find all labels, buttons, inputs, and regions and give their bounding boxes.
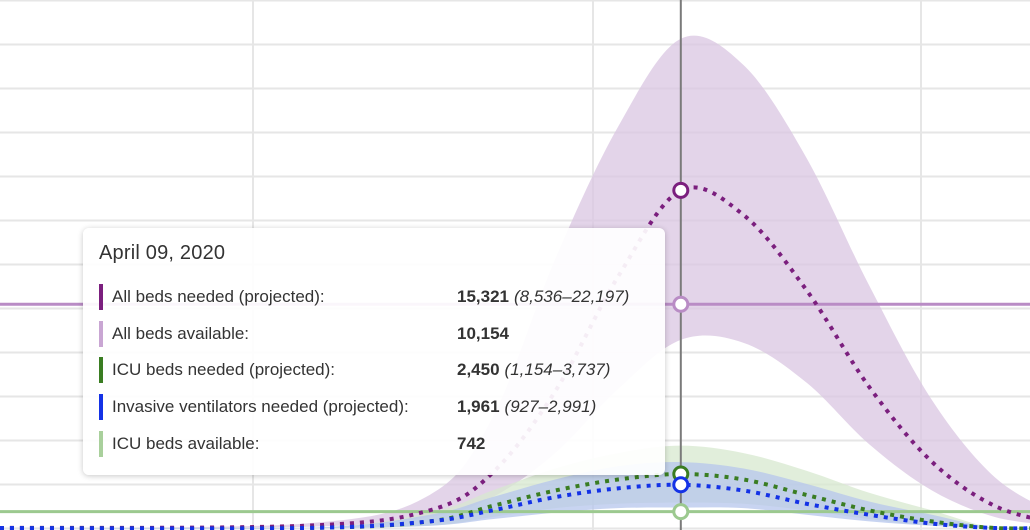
uncertainty-bands: [0, 35, 1030, 530]
marker-invasive-ventilators-needed-projected: [672, 476, 690, 494]
line-invasive-ventilators-needed-projected: [0, 482, 1030, 530]
band-icu-beds-needed-projected: [0, 445, 1030, 530]
swatch-all-beds-needed: [99, 284, 103, 310]
tooltip-label: ICU beds needed (projected):: [112, 360, 336, 380]
hover-tooltip: April 09, 2020 All beds needed (projecte…: [83, 228, 665, 475]
tooltip-value-main: 10,154: [457, 323, 509, 343]
tooltip-value: 742: [457, 434, 485, 454]
tooltip-value-range: (8,536–22,197): [514, 287, 630, 306]
tooltip-value: 10,154: [457, 324, 509, 344]
marker-all-beds-needed-projected: [672, 181, 690, 199]
tooltip-row-all-beds-available: All beds available: 10,154: [99, 320, 655, 357]
band-all-beds-needed-projected: [0, 35, 1030, 529]
tooltip-rows: All beds needed (projected): 15,321 (8,53…: [99, 283, 655, 466]
tooltip-value-main: 1,961: [457, 397, 500, 417]
tooltip-value-main: 742: [457, 433, 486, 453]
tooltip-row-icu-beds-needed: ICU beds needed (projected): 2,450 (1,154…: [99, 356, 655, 393]
swatch-icu-beds-needed: [99, 357, 103, 384]
tooltip-date: April 09, 2020: [99, 242, 226, 264]
tooltip-row-all-beds-needed: All beds needed (projected): 15,321 (8,53…: [99, 283, 655, 320]
tooltip-label: All beds available:: [112, 323, 250, 343]
swatch-ventilators-needed: [99, 394, 103, 421]
tooltip-value: 2,450 (1,154–3,737): [457, 360, 610, 380]
tooltip-value: 15,321 (8,536–22,197): [457, 287, 629, 307]
tooltip-value-main: 2,450: [457, 360, 500, 380]
tooltip-label: ICU beds available:: [112, 433, 260, 453]
tooltip-value-range: (1,154–3,737): [504, 360, 611, 380]
marker-all-beds-available: [672, 295, 690, 313]
tooltip-value-range: (927–2,991): [504, 397, 597, 417]
tooltip-value-main: 15,321: [457, 287, 509, 306]
marker-icu-beds-available: [672, 503, 690, 521]
tooltip-row-ventilators-needed: Invasive ventilators needed (projected):…: [99, 393, 655, 430]
hover-markers: [672, 181, 690, 521]
tooltip-row-icu-beds-available: ICU beds available: 742: [99, 430, 655, 467]
band-invasive-ventilators-needed-projected: [0, 462, 1030, 529]
line-all-beds-needed-projected: [0, 185, 1030, 530]
tooltip-label: All beds needed (projected):: [112, 287, 325, 306]
tooltip-label: Invasive ventilators needed (projected):: [112, 397, 409, 417]
swatch-icu-beds-available: [99, 430, 103, 457]
tooltip-value: 1,961 (927–2,991): [457, 397, 596, 417]
swatch-all-beds-available: [99, 320, 103, 347]
